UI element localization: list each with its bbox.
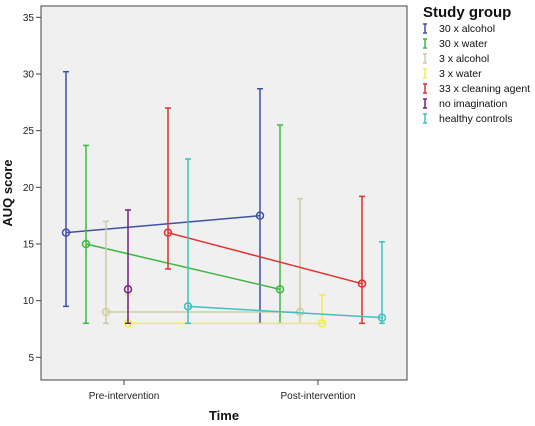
data-point <box>255 211 265 220</box>
series-layer <box>61 70 387 328</box>
series-5 <box>123 209 133 325</box>
data-point <box>101 307 111 317</box>
series-2 <box>101 197 305 325</box>
y-tick-label: 5 <box>28 353 34 364</box>
x-axis: Pre-intervention Post-intervention <box>89 380 356 402</box>
y-axis-title: AUQ score <box>0 159 15 226</box>
y-tick-label: 20 <box>23 183 35 194</box>
legend-title: Study group <box>423 4 511 21</box>
legend-label: 30 x alcohol <box>439 23 495 35</box>
data-point <box>357 279 367 288</box>
data-point <box>317 319 327 328</box>
data-point <box>163 228 173 237</box>
y-tick-label: 25 <box>23 126 35 137</box>
series-4 <box>163 107 367 325</box>
data-point <box>81 239 91 249</box>
series-line <box>85 243 281 291</box>
series-line <box>167 231 363 285</box>
x-tick-label: Pre-intervention <box>89 391 160 402</box>
legend-label: 3 x water <box>439 68 482 80</box>
plot-area <box>40 5 408 381</box>
legend: Study group 30 x alcohol 30 x water 3 x al… <box>423 4 530 125</box>
data-point <box>123 285 133 294</box>
y-tick-label: 35 <box>23 13 35 24</box>
series-line <box>187 305 383 319</box>
data-point <box>183 302 193 311</box>
x-tick-label: Post-intervention <box>280 391 355 402</box>
data-point <box>275 285 285 294</box>
series-line <box>65 214 261 234</box>
series-6 <box>183 158 387 325</box>
y-tick-label: 30 <box>23 70 35 81</box>
legend-label: no imagination <box>439 98 507 110</box>
y-tick-label: 10 <box>23 296 35 307</box>
legend-label: 3 x alcohol <box>439 53 489 65</box>
x-axis-title: Time <box>209 408 239 423</box>
data-point <box>377 313 387 322</box>
y-axis: 5 10 15 20 25 30 35 <box>23 13 41 364</box>
legend-label: 33 x cleaning agent <box>439 83 530 95</box>
legend-label: 30 x water <box>439 38 488 50</box>
legend-label: healthy controls <box>439 113 513 125</box>
data-point <box>61 228 71 237</box>
y-tick-label: 15 <box>23 240 35 251</box>
